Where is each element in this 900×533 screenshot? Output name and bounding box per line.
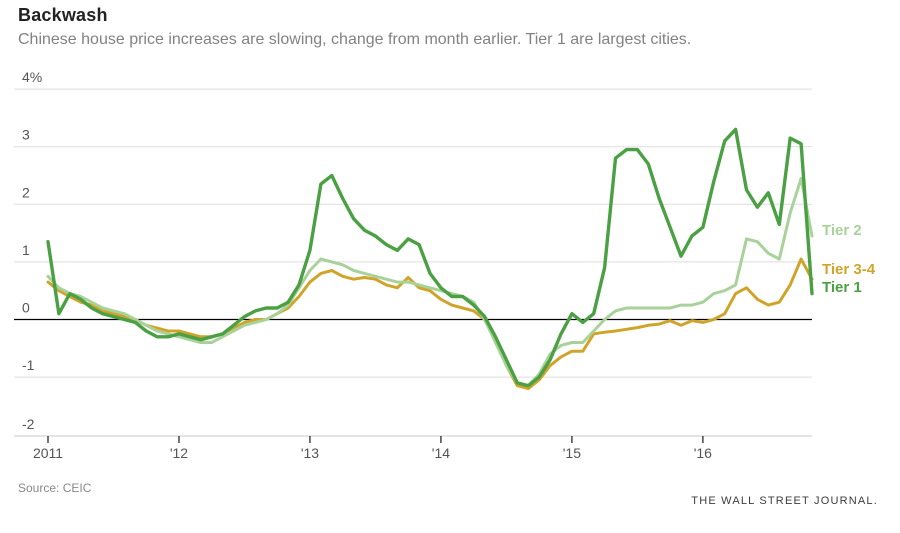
svg-text:4%: 4% (22, 69, 42, 85)
svg-text:-2: -2 (22, 416, 35, 432)
svg-text:3: 3 (22, 127, 30, 143)
source-note: Source: CEIC (18, 481, 92, 495)
svg-text:'12: '12 (170, 445, 188, 461)
legend-label-tier2: Tier 2 (822, 222, 862, 239)
svg-text:'14: '14 (432, 445, 450, 461)
chart-title: Backwash (18, 5, 108, 25)
svg-text:'15: '15 (563, 445, 581, 461)
svg-text:0: 0 (22, 300, 30, 316)
legend-label-tier3-4: Tier 3-4 (822, 261, 876, 278)
legend-label-tier1: Tier 1 (822, 279, 862, 296)
svg-text:'13: '13 (301, 445, 319, 461)
svg-text:2: 2 (22, 184, 30, 200)
svg-text:-1: -1 (22, 357, 35, 373)
wsj-credit: THE WALL STREET JOURNAL. (691, 495, 878, 507)
svg-text:2011: 2011 (33, 445, 63, 461)
chart-subtitle: Chinese house price increases are slowin… (18, 31, 692, 48)
svg-text:'16: '16 (694, 445, 712, 461)
svg-text:1: 1 (22, 242, 30, 258)
